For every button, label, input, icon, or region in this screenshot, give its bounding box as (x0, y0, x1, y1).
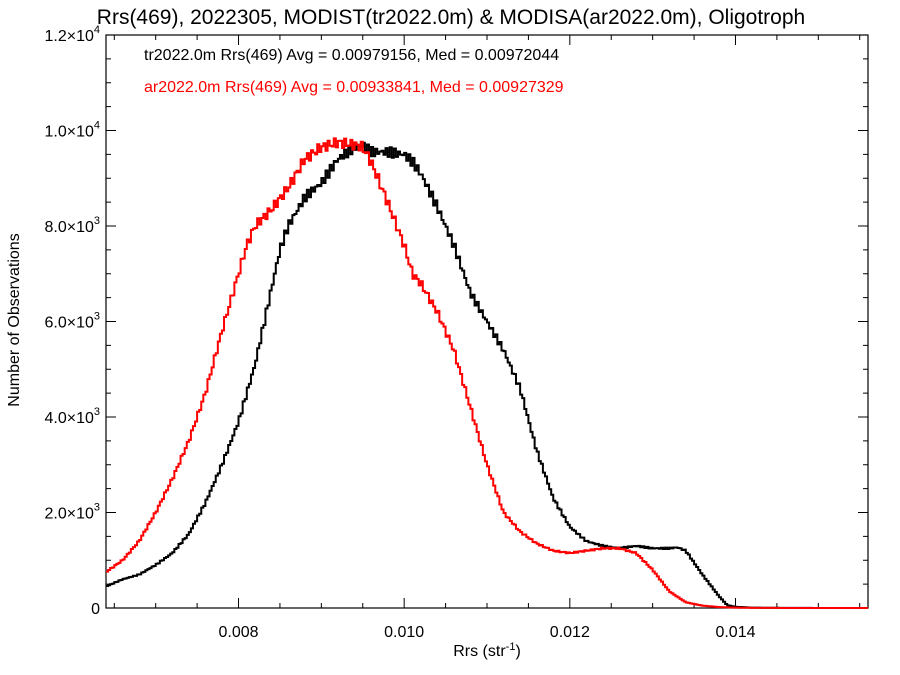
x-axis: 0.008 0.010 0.012 0.014 (113, 35, 861, 641)
series-ar2022-line (106, 137, 868, 609)
legend: tr2022.0m Rrs(469) Avg = 0.00979156, Med… (144, 47, 564, 96)
y-axis-title: Number of Observations (6, 233, 23, 406)
x-tick-label: 0.012 (550, 624, 590, 641)
legend-entry-ar2022: ar2022.0m Rrs(469) Avg = 0.00933841, Med… (144, 79, 564, 96)
y-tick-label: 6.0×103 (44, 311, 100, 332)
x-tick-label: 0.008 (218, 624, 258, 641)
y-tick-label: 1.0×104 (44, 120, 100, 141)
y-tick-label: 1.2×104 (44, 24, 100, 45)
plot-area: 0.008 0.010 0.012 0.014 0 2.0×103 4.0×103 6.0×… (44, 24, 869, 641)
x-axis-title: Rrs (str-1) (453, 641, 521, 660)
y-tick-label: 8.0×103 (44, 215, 100, 236)
x-tick-label: 0.010 (384, 624, 424, 641)
legend-entry-tr2022: tr2022.0m Rrs(469) Avg = 0.00979156, Med… (144, 47, 559, 64)
y-tick-label: 0 (91, 601, 100, 618)
chart-title: Rrs(469), 2022305, MODIST(tr2022.0m) & M… (97, 6, 805, 29)
y-axis: 0 2.0×103 4.0×103 6.0×103 8.0×103 1.0×104 1.2×… (44, 24, 868, 618)
x-tick-label: 0.014 (715, 624, 755, 641)
y-tick-label: 2.0×103 (44, 502, 100, 523)
series-tr2022-line (106, 141, 868, 609)
series-lines (106, 137, 868, 609)
y-tick-label: 4.0×103 (44, 406, 100, 427)
